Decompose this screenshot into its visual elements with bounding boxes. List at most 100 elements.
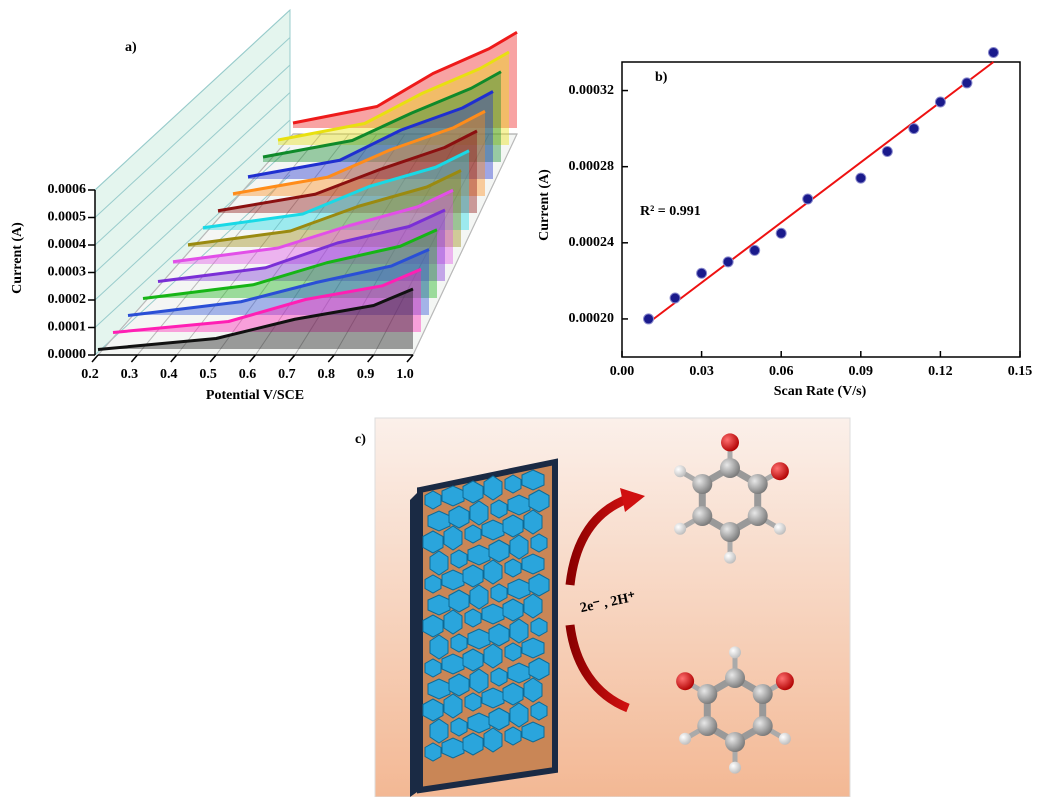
x-tick [210,355,216,362]
carbon [692,506,712,526]
carbon [697,716,717,736]
carbon [725,668,745,688]
oxygen [776,672,794,690]
carbon [692,474,712,494]
crystal [529,490,549,512]
crystal [442,738,464,758]
crystal [522,554,544,574]
oxygen [771,462,789,480]
hydrogen [679,733,691,745]
data-point [856,173,866,183]
data-point [882,146,892,156]
crystal [425,743,441,761]
x-tick [92,355,98,362]
crystal [482,520,504,540]
y-tick-label: 0.0001 [48,320,87,335]
x-tick [171,355,177,362]
y-tick-label: 0.0000 [48,347,87,362]
oxygen [721,433,739,451]
x-tick [289,355,295,362]
crystal [529,658,549,680]
x-axis-label: Scan Rate (V/s) [774,384,867,399]
x-tick-label: 0.8 [318,367,336,382]
crystal [489,540,509,562]
crystal [451,550,467,568]
crystal [508,579,530,599]
crystal [449,506,469,528]
data-point [750,245,760,255]
x-tick-label: 1.0 [396,367,414,382]
crystal [522,722,544,742]
crystal [484,728,502,752]
data-point [935,97,945,107]
hydrogen [774,523,786,535]
carbon [720,458,740,478]
crystal [503,599,523,621]
crystal [484,644,502,668]
x-tick-label: 0.9 [357,367,375,382]
crystal [489,708,509,730]
x-tick [407,355,413,362]
crystal [442,486,464,506]
carbon [748,506,768,526]
hydrogen [724,552,736,564]
data-point [723,257,733,267]
crystal [442,654,464,674]
data-point [697,268,707,278]
crystal [425,575,441,593]
x-tick-label: 0.5 [199,367,217,382]
crystal [524,510,542,534]
crystal [510,535,528,559]
crystal [505,475,521,493]
crystal [484,560,502,584]
y-tick-label: 0.00028 [569,159,615,174]
panel-c: c) 2e⁻ , 2H⁺ [355,418,850,797]
crystal [468,545,490,565]
crystal [465,525,481,543]
crystal [510,703,528,727]
x-tick-label: 0.4 [160,367,178,382]
crystal [470,585,488,609]
crystal [468,713,490,733]
y-tick-label: 0.0004 [48,237,87,252]
crystal [524,678,542,702]
y-axis-label: Current (A) [537,169,552,241]
crystal [531,618,547,636]
crystal [425,491,441,509]
panel-label: a) [125,40,137,55]
crystal [451,634,467,652]
crystal [531,534,547,552]
y-tick-label: 0.00032 [569,83,615,98]
crystal [470,669,488,693]
crystal [505,727,521,745]
crystal [482,604,504,624]
hydrogen [674,465,686,477]
crystal [449,674,469,696]
x-tick-label: 0.12 [928,364,953,379]
crystal [428,679,450,699]
carbon [725,732,745,752]
crystal [444,694,462,718]
crystal [423,615,443,637]
crystal [463,565,483,587]
y-tick-label: 0.0002 [48,292,87,307]
crystal [465,693,481,711]
carbon [753,684,773,704]
x-tick [328,355,334,362]
crystal [442,570,464,590]
crystal [463,733,483,755]
crystal [505,643,521,661]
data-point [803,194,813,204]
carbon [748,474,768,494]
crystal [522,638,544,658]
hydrogen [674,523,686,535]
crystal [430,719,448,743]
crystal [444,610,462,634]
crystal [428,511,450,531]
y-tick-label: 0.00024 [569,235,615,250]
crystal [465,609,481,627]
hydrogen [779,733,791,745]
x-tick-label: 0.03 [689,364,714,379]
panel-label: b) [655,70,668,85]
crystal [491,584,507,602]
